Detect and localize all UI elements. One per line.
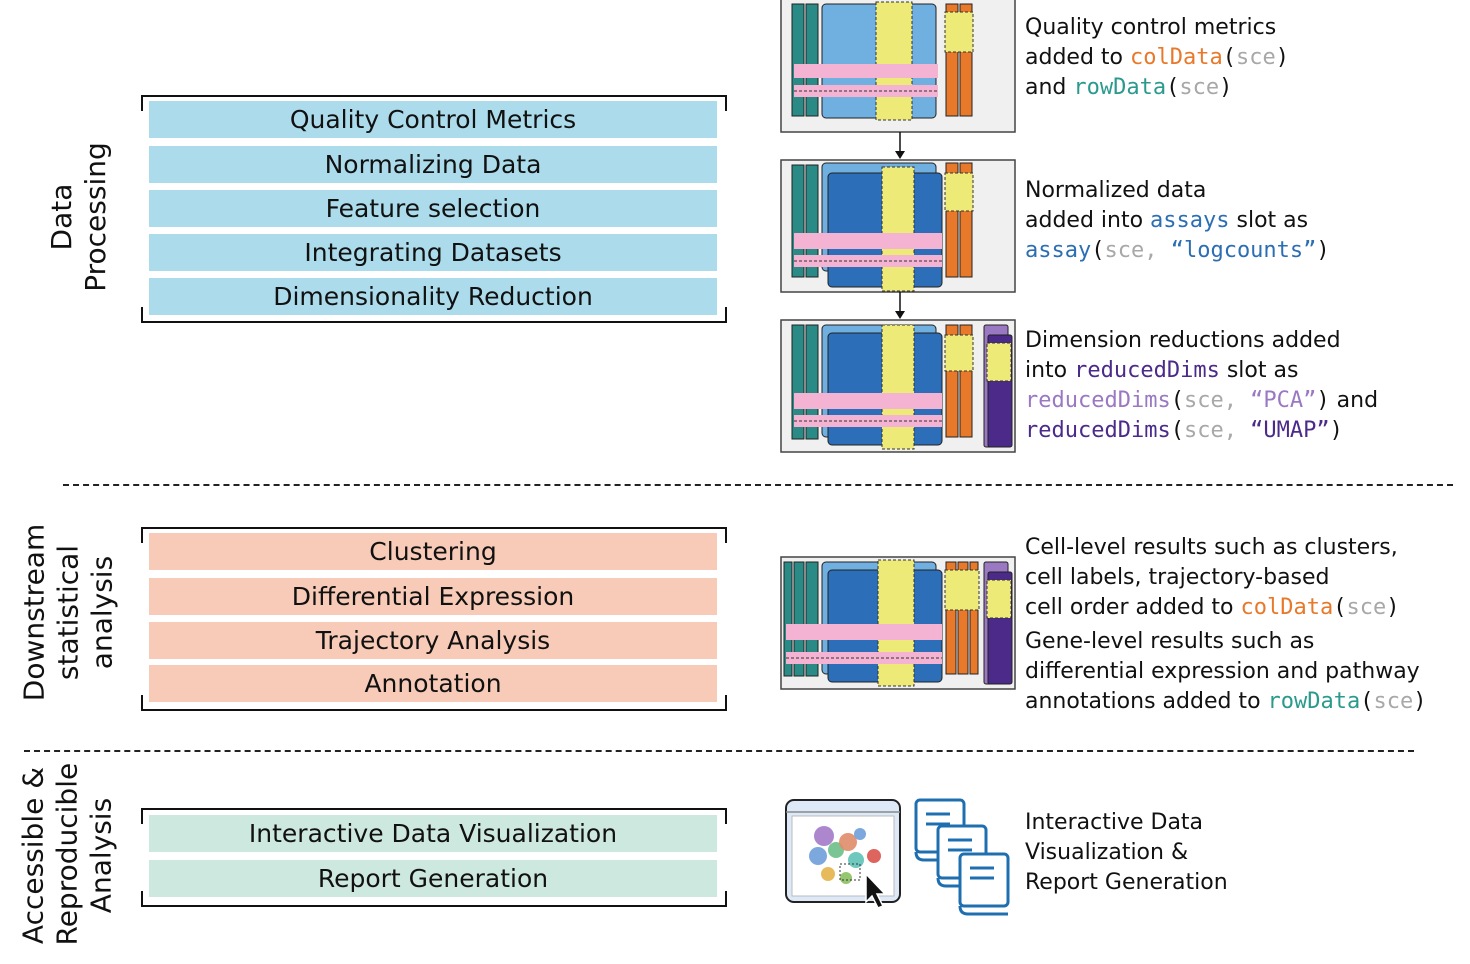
desc-accessible: Interactive Data Visualization & Report … — [1025, 808, 1228, 898]
bracket-top — [141, 808, 727, 824]
step-differential-expression: Differential Expression — [149, 578, 717, 615]
step-trajectory: Trajectory Analysis — [149, 622, 717, 659]
desc-line: Visualization & — [1025, 840, 1189, 865]
desc-line: Quality control metrics — [1025, 15, 1277, 40]
step-interactive-viz: Interactive Data Visualization — [149, 815, 717, 852]
desc-line: added to colData(sce) — [1025, 45, 1289, 70]
section-label-downstream: Downstream statistical analysis — [17, 523, 119, 702]
step-quality-control: Quality Control Metrics — [149, 101, 717, 138]
sce-diagram-qc — [780, 0, 1016, 133]
desc-normalized: Normalized data added into assays slot a… — [1025, 176, 1330, 266]
desc-line: differential expression and pathway — [1025, 659, 1420, 684]
step-dimensionality-reduction: Dimensionality Reduction — [149, 278, 717, 315]
sce-diagram-normalized — [780, 159, 1016, 293]
desc-line: into reducedDims slot as — [1025, 358, 1299, 383]
bracket-bottom — [141, 891, 727, 907]
desc-line: Gene-level results such as — [1025, 629, 1315, 654]
desc-line: Report Generation — [1025, 870, 1228, 895]
desc-line: cell labels, trajectory-based — [1025, 565, 1330, 590]
desc-line: assay(sce, “logcounts”) — [1025, 238, 1330, 263]
step-feature-selection: Feature selection — [149, 190, 717, 227]
desc-line: and rowData(sce) — [1025, 75, 1233, 100]
step-annotation: Annotation — [149, 665, 717, 702]
section-label-data-processing: Data Processing — [45, 142, 112, 292]
step-report-generation: Report Generation — [149, 860, 717, 897]
bracket-top — [141, 527, 727, 543]
sce-diagram-reduced-dims — [780, 319, 1016, 453]
desc-line: annotations added to rowData(sce) — [1025, 689, 1427, 714]
bracket-bottom — [141, 307, 727, 323]
desc-line: cell order added to colData(sce) — [1025, 595, 1400, 620]
desc-qc: Quality control metrics added to colData… — [1025, 13, 1289, 103]
desc-line: reducedDims(sce, “PCA”) and — [1025, 388, 1379, 413]
interactive-viz-icon — [785, 799, 901, 909]
section-divider — [24, 750, 1414, 752]
step-clustering: Clustering — [149, 533, 717, 570]
desc-downstream: Cell-level results such as clusters, cel… — [1025, 533, 1426, 717]
connector-arrow — [895, 292, 905, 319]
desc-reduced-dims: Dimension reductions added into reducedD… — [1025, 326, 1378, 446]
connector-arrow — [895, 132, 905, 159]
section-label-accessible: Accessible & Reproducible Analysis — [16, 762, 118, 946]
desc-line: reducedDims(sce, “UMAP”) — [1025, 418, 1343, 443]
bracket-top — [141, 95, 727, 111]
bracket-bottom — [141, 695, 727, 711]
step-normalizing: Normalizing Data — [149, 146, 717, 183]
desc-line: added into assays slot as — [1025, 208, 1309, 233]
desc-line: Interactive Data — [1025, 810, 1204, 835]
sce-diagram-downstream — [780, 556, 1016, 690]
desc-line: Cell-level results such as clusters, — [1025, 535, 1398, 560]
desc-line: Dimension reductions added — [1025, 328, 1341, 353]
step-integrating: Integrating Datasets — [149, 234, 717, 271]
section-divider — [63, 484, 1453, 486]
report-books-icon — [914, 798, 1010, 916]
desc-line: Normalized data — [1025, 178, 1207, 203]
